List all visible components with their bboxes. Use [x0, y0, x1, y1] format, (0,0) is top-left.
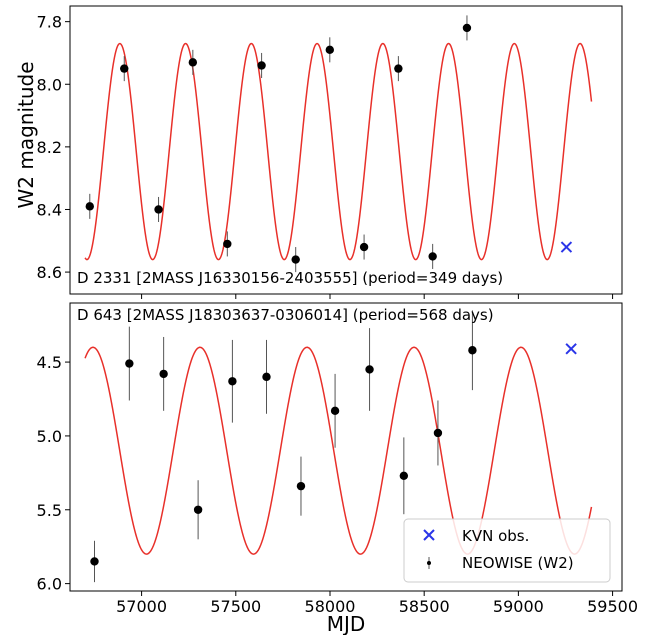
x-tick-label: 59000 [493, 597, 544, 616]
kvn-point [560, 241, 573, 253]
y-tick-label: 8.6 [37, 263, 62, 282]
data-marker [120, 64, 129, 73]
data-marker [365, 365, 374, 374]
neowise-point [223, 231, 232, 257]
bottom-panel-frame [69, 302, 623, 592]
neowise-point [399, 437, 409, 515]
data-marker [90, 557, 99, 566]
neowise-point [468, 310, 477, 391]
data-marker [296, 481, 306, 491]
y-axis-title: W2 magnitude [14, 61, 38, 208]
neowise-point [154, 196, 163, 222]
neowise-point [462, 15, 472, 41]
neowise-point [433, 400, 443, 466]
neowise-point [257, 52, 266, 78]
data-marker [399, 471, 409, 480]
data-marker [188, 58, 198, 67]
x-tick-label: 58000 [305, 597, 356, 616]
data-marker [125, 359, 134, 368]
data-marker [462, 23, 472, 33]
neowise-point [90, 540, 99, 583]
x-axis-title: MJD [327, 612, 366, 635]
model-curve [84, 42, 593, 261]
data-marker [394, 64, 403, 73]
top-panel: 7.8 8.0 8.2 8.4 8.6 D 2331 [2MASS J16330156-… [14, 5, 623, 299]
bottom-panel-title: D 643 [2MASS J18303637-0306014] (period=… [77, 306, 494, 324]
top-panel-title: D 2331 [2MASS J16330156-2403555] (period… [77, 269, 503, 287]
data-marker [359, 242, 369, 252]
neowise-point [359, 234, 369, 260]
data-marker [154, 205, 163, 214]
neowise-point [330, 373, 340, 448]
neowise-point [159, 336, 168, 411]
data-marker [257, 61, 266, 70]
x-tick-label: 57500 [210, 597, 261, 616]
neowise-point [262, 339, 271, 414]
data-marker [85, 202, 94, 211]
y-tick-label: 8.0 [37, 75, 62, 94]
data-marker [468, 346, 477, 355]
neowise-point [291, 247, 300, 273]
y-tick-label: 5.0 [37, 427, 62, 446]
neowise-point [120, 56, 129, 82]
kvn-point [565, 343, 577, 355]
x-tick-label: 57000 [116, 597, 167, 616]
neowise-point [85, 193, 94, 219]
y-tick-label: 8.2 [37, 138, 62, 157]
model-curve [84, 346, 593, 555]
top-panel-frame [69, 5, 623, 295]
data-marker [223, 239, 232, 249]
legend: KVN obs. NEOWISE (W2) [403, 518, 611, 583]
neowise-point [228, 339, 237, 423]
data-marker [325, 45, 334, 55]
x-tick-label: 58500 [399, 597, 450, 616]
neowise-point [325, 37, 334, 63]
x-tick-label: 59500 [587, 597, 638, 616]
data-marker [193, 505, 203, 514]
neowise-point [193, 480, 203, 540]
legend-kvn-label: KVN obs. [462, 527, 529, 545]
bottom-panel: 4.5 5.0 5.5 6.0 57000 57500 58000 58500 59000 595… [37, 302, 638, 635]
neowise-point [428, 243, 437, 269]
data-marker [159, 369, 168, 379]
neowise-point [125, 326, 134, 401]
neowise-point [296, 456, 306, 516]
data-marker [330, 406, 340, 416]
y-tick-label: 6.0 [37, 575, 62, 594]
y-tick-label: 8.4 [37, 200, 62, 219]
data-marker [262, 372, 271, 382]
data-marker [291, 255, 300, 264]
data-marker [433, 428, 443, 438]
data-marker [228, 377, 237, 386]
neowise-point [394, 56, 403, 82]
legend-neowise-marker [427, 557, 431, 569]
data-marker [428, 252, 437, 261]
neowise-point [188, 49, 198, 75]
legend-neowise-label: NEOWISE (W2) [462, 554, 574, 572]
legend-kvn-marker [423, 529, 435, 541]
y-tick-label: 5.5 [37, 501, 62, 520]
y-tick-label: 4.5 [37, 353, 62, 372]
neowise-point [365, 328, 374, 411]
legend-box [403, 518, 611, 583]
y-tick-label: 7.8 [37, 13, 62, 32]
